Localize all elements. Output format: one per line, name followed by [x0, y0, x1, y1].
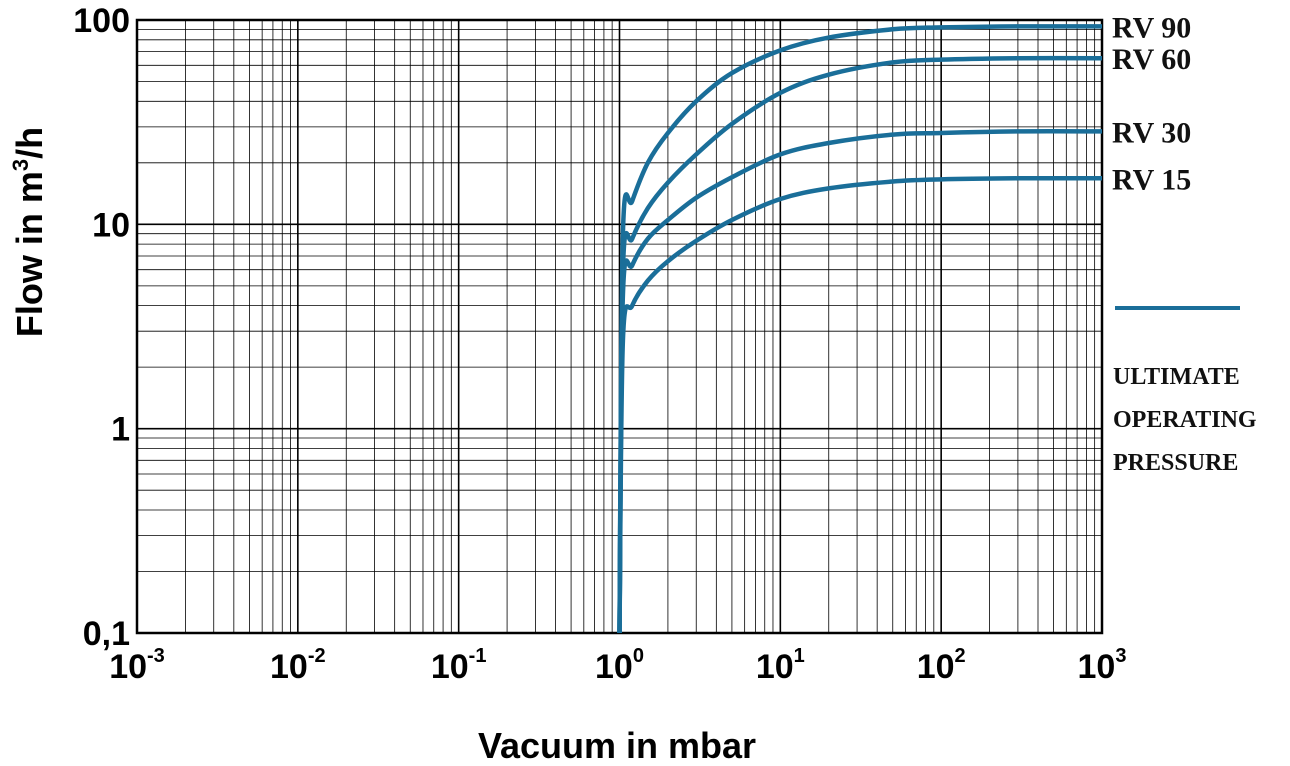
x-tick-label: 10-2	[270, 645, 326, 686]
y-tick-labels: 0,1 1 10 100	[73, 2, 130, 653]
x-tick-base: 10	[1078, 648, 1116, 686]
series-label-rv-90: RV 90	[1112, 11, 1191, 44]
series-line-rv-15	[617, 175, 1103, 634]
x-tick-base: 10	[109, 648, 147, 686]
y-axis-title-sup: 3	[8, 159, 33, 171]
series-layer	[617, 24, 1103, 634]
x-tick-label: 100	[595, 645, 644, 686]
legend-text-line-1: ULTIMATE	[1113, 364, 1240, 390]
series-label-rv-60: RV 60	[1112, 43, 1191, 76]
x-tick-base: 10	[270, 648, 308, 686]
y-tick-label: 10	[92, 206, 130, 244]
x-tick-label: 10-1	[431, 645, 487, 686]
y-axis-title-suffix: /h	[9, 127, 50, 159]
x-tick-exponent: -2	[308, 645, 326, 667]
x-tick-labels: 10-3 10-2 10-1 100 101 102 103	[109, 645, 1126, 686]
x-tick-label: 103	[1078, 645, 1127, 686]
x-tick-exponent: 3	[1115, 645, 1126, 667]
y-tick-label: 100	[73, 2, 130, 40]
x-tick-exponent: -1	[469, 645, 487, 667]
x-tick-exponent: 2	[955, 645, 966, 667]
y-axis-title: Flow in m3/h	[8, 127, 50, 337]
x-tick-label: 102	[917, 645, 966, 686]
y-axis-title-prefix: Flow in m	[9, 171, 50, 337]
x-tick-base: 10	[431, 648, 469, 686]
x-tick-base: 10	[917, 648, 955, 686]
series-line-rv-90	[617, 24, 1103, 634]
x-tick-label: 101	[756, 645, 805, 686]
x-tick-base: 10	[756, 648, 794, 686]
y-tick-label: 0,1	[83, 615, 130, 653]
x-tick-exponent: -3	[147, 645, 165, 667]
series-label-rv-30: RV 30	[1112, 116, 1191, 149]
x-tick-exponent: 1	[794, 645, 805, 667]
legend-text-line-2: OPERATING	[1113, 407, 1257, 433]
x-tick-base: 10	[595, 648, 633, 686]
series-label-rv-15: RV 15	[1112, 163, 1191, 196]
grid-lines	[137, 20, 1102, 633]
x-tick-exponent: 0	[633, 645, 644, 667]
y-tick-label: 1	[111, 411, 130, 449]
x-axis-title: Vacuum in mbar	[478, 725, 756, 766]
x-tick-label: 10-3	[109, 645, 165, 686]
series-line-rv-30	[617, 129, 1103, 634]
legend-text-line-3: PRESSURE	[1113, 450, 1238, 476]
